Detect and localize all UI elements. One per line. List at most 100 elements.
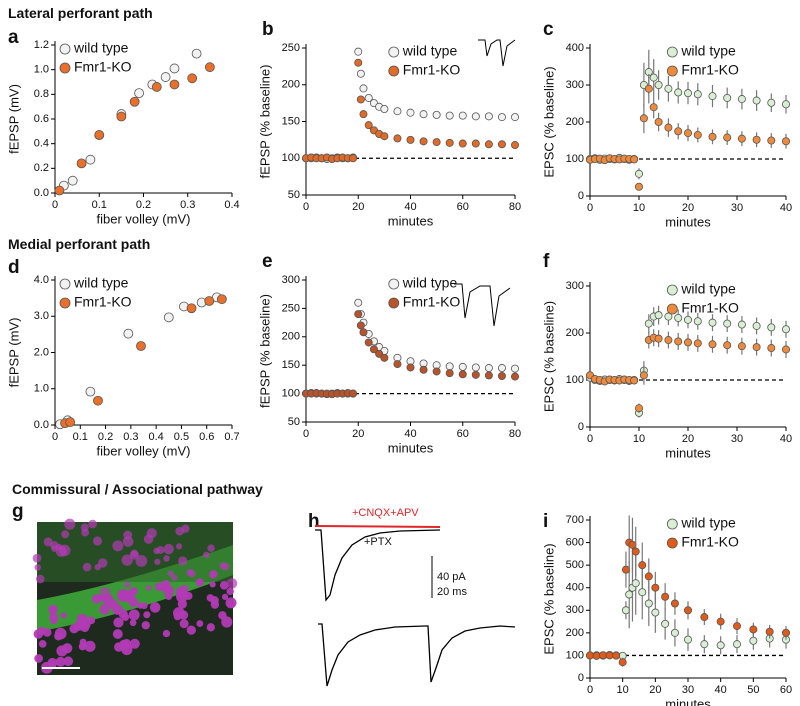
data-point (471, 363, 480, 372)
inset-trace (454, 283, 511, 327)
panel-letter: c (543, 19, 554, 40)
nucleus (186, 625, 196, 635)
legend-marker (666, 518, 678, 530)
data-point (684, 315, 693, 324)
y-tick-label: 4.0 (34, 274, 49, 286)
trace-cnqx-apv (314, 525, 441, 528)
data-point (749, 636, 758, 645)
x-axis-label: minutes (388, 213, 434, 228)
x-tick-label: 30 (731, 202, 743, 214)
x-tick-label: 60 (457, 428, 469, 440)
y-tick-label: 300 (566, 280, 584, 292)
nucleus (178, 556, 188, 566)
data-point (406, 363, 415, 372)
data-point (586, 651, 595, 660)
legend-marker (59, 62, 71, 74)
y-tick-label: 0.0 (34, 419, 49, 431)
data-point (380, 353, 389, 362)
nucleus (32, 553, 42, 563)
nucleus (60, 612, 67, 619)
trace-ptx (315, 529, 441, 602)
data-point (782, 137, 791, 146)
legend-label: Fmr1-KO (74, 294, 132, 310)
nucleus (181, 524, 190, 533)
x-tick-label: 30 (682, 684, 694, 696)
data-point (664, 312, 673, 321)
nucleus (112, 540, 124, 552)
x-tick-label: 0 (52, 431, 58, 443)
x-tick-label: 10 (617, 684, 629, 696)
y-tick-label: 100 (566, 153, 584, 165)
data-point (458, 111, 467, 120)
data-point (654, 311, 663, 320)
data-point (359, 110, 368, 119)
nucleus (128, 597, 139, 608)
data-point (406, 108, 415, 117)
nucleus (98, 558, 108, 568)
data-point (364, 93, 373, 102)
y-tick-label: 0 (578, 421, 584, 433)
legend-label: Fmr1-KO (681, 300, 739, 316)
legend-label: wild type (680, 281, 736, 297)
x-tick-label: 20 (682, 433, 694, 445)
y-tick-label: 250 (282, 302, 300, 314)
x-axis-label: minutes (665, 214, 711, 229)
data-point (471, 112, 480, 121)
data-point (497, 140, 506, 149)
nucleus (180, 584, 190, 594)
legend-label: Fmr1-KO (403, 294, 461, 310)
data-point (163, 312, 174, 323)
data-point (136, 341, 146, 351)
y-tick-label: 1.2 (34, 39, 49, 51)
legend-label: wild type (680, 43, 736, 59)
legend-label: Fmr1-KO (74, 59, 132, 75)
nucleus (209, 570, 218, 579)
data-point (684, 89, 693, 98)
nucleus (55, 543, 63, 551)
data-point (419, 110, 428, 119)
data-point (752, 321, 761, 330)
data-point (654, 118, 663, 127)
data-point (432, 367, 441, 376)
nucleus (42, 627, 52, 637)
nucleus (175, 543, 183, 550)
data-point (187, 73, 198, 84)
y-tick-label: 200 (282, 79, 300, 91)
nucleus (219, 581, 229, 590)
x-tick-label: 0.4 (148, 431, 163, 443)
nucleus (128, 587, 137, 597)
panel-letter: e (262, 251, 273, 272)
data-point (631, 547, 640, 556)
y-tick-label: 50 (288, 416, 300, 428)
data-point (359, 328, 368, 337)
data-point (356, 69, 365, 78)
legend-marker (59, 278, 71, 290)
data-point (484, 112, 493, 121)
nucleus (162, 585, 175, 597)
data-point (116, 111, 127, 122)
x-tick-label: 0.5 (174, 431, 189, 443)
y-tick-label: 300 (566, 79, 584, 91)
nucleus (33, 629, 44, 639)
data-point (674, 127, 683, 136)
legend-label: wild type (680, 515, 736, 531)
legend-label: Fmr1-KO (681, 62, 739, 78)
data-point (93, 395, 103, 406)
data-point (191, 48, 202, 59)
legend-marker (666, 537, 678, 549)
data-point (85, 154, 96, 165)
data-point (630, 155, 639, 164)
nucleus (163, 543, 174, 555)
x-axis-label: minutes (665, 445, 711, 460)
data-point (638, 588, 647, 597)
data-point (639, 371, 648, 380)
x-tick-label: 60 (780, 684, 792, 696)
data-point (621, 565, 630, 574)
data-point (380, 132, 389, 141)
data-point (639, 114, 648, 123)
data-point (649, 103, 658, 112)
x-tick-label: 40 (404, 201, 416, 213)
data-point (65, 417, 76, 428)
y-tick-label: 700 (566, 514, 584, 526)
y-tick-label: 150 (282, 115, 300, 127)
